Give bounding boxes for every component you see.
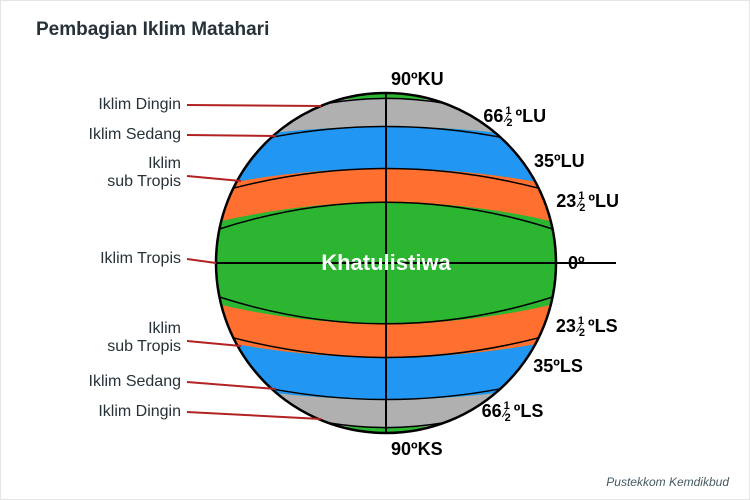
climate-label-6-0: Iklim Dingin bbox=[98, 403, 181, 420]
diagram-frame: Pembagian Iklim Matahari Khatulistiwa 90º… bbox=[0, 0, 750, 500]
pole-top-label: 90ºKU bbox=[391, 69, 444, 89]
climate-label-5-0: Iklim Sedang bbox=[89, 373, 182, 390]
climate-label-2-0: Iklim bbox=[148, 155, 181, 172]
lat-label-6: 661⁄2ºLS bbox=[482, 400, 544, 424]
climate-label-4-0: Iklim bbox=[148, 320, 181, 337]
climate-label-1-0: Iklim Sedang bbox=[89, 126, 182, 143]
leader-line-0 bbox=[187, 105, 321, 106]
pole-bottom-label: 90ºKS bbox=[391, 439, 443, 459]
diagram-title: Pembagian Iklim Matahari bbox=[36, 19, 269, 41]
climate-label-3-0: Iklim Tropis bbox=[100, 250, 181, 267]
climate-label-2-1: sub Tropis bbox=[107, 173, 181, 190]
lat-label-4: 231⁄2ºLS bbox=[556, 315, 618, 339]
leader-line-6 bbox=[187, 412, 321, 419]
climate-label-0-0: Iklim Dingin bbox=[98, 96, 181, 113]
lat-label-3: 0º bbox=[568, 253, 585, 273]
lat-label-1: 35ºLU bbox=[534, 151, 585, 171]
leader-line-3 bbox=[187, 259, 216, 263]
lat-label-2: 231⁄2ºLU bbox=[556, 190, 619, 214]
credit-text: Pustekkom Kemdikbud bbox=[606, 475, 729, 489]
lat-label-0: 661⁄2ºLU bbox=[483, 105, 546, 129]
climate-label-4-1: sub Tropis bbox=[107, 338, 181, 355]
leader-line-1 bbox=[187, 135, 276, 136]
globe-diagram: Khatulistiwa 90ºKU 90ºKS 661⁄2ºLU 35ºLU 231⁄2… bbox=[1, 1, 750, 500]
leader-line-4 bbox=[187, 341, 241, 346]
leader-line-5 bbox=[187, 382, 276, 389]
equator-label: Khatulistiwa bbox=[321, 250, 451, 275]
lat-label-5: 35ºLS bbox=[533, 356, 583, 376]
leader-line-2 bbox=[187, 176, 241, 181]
